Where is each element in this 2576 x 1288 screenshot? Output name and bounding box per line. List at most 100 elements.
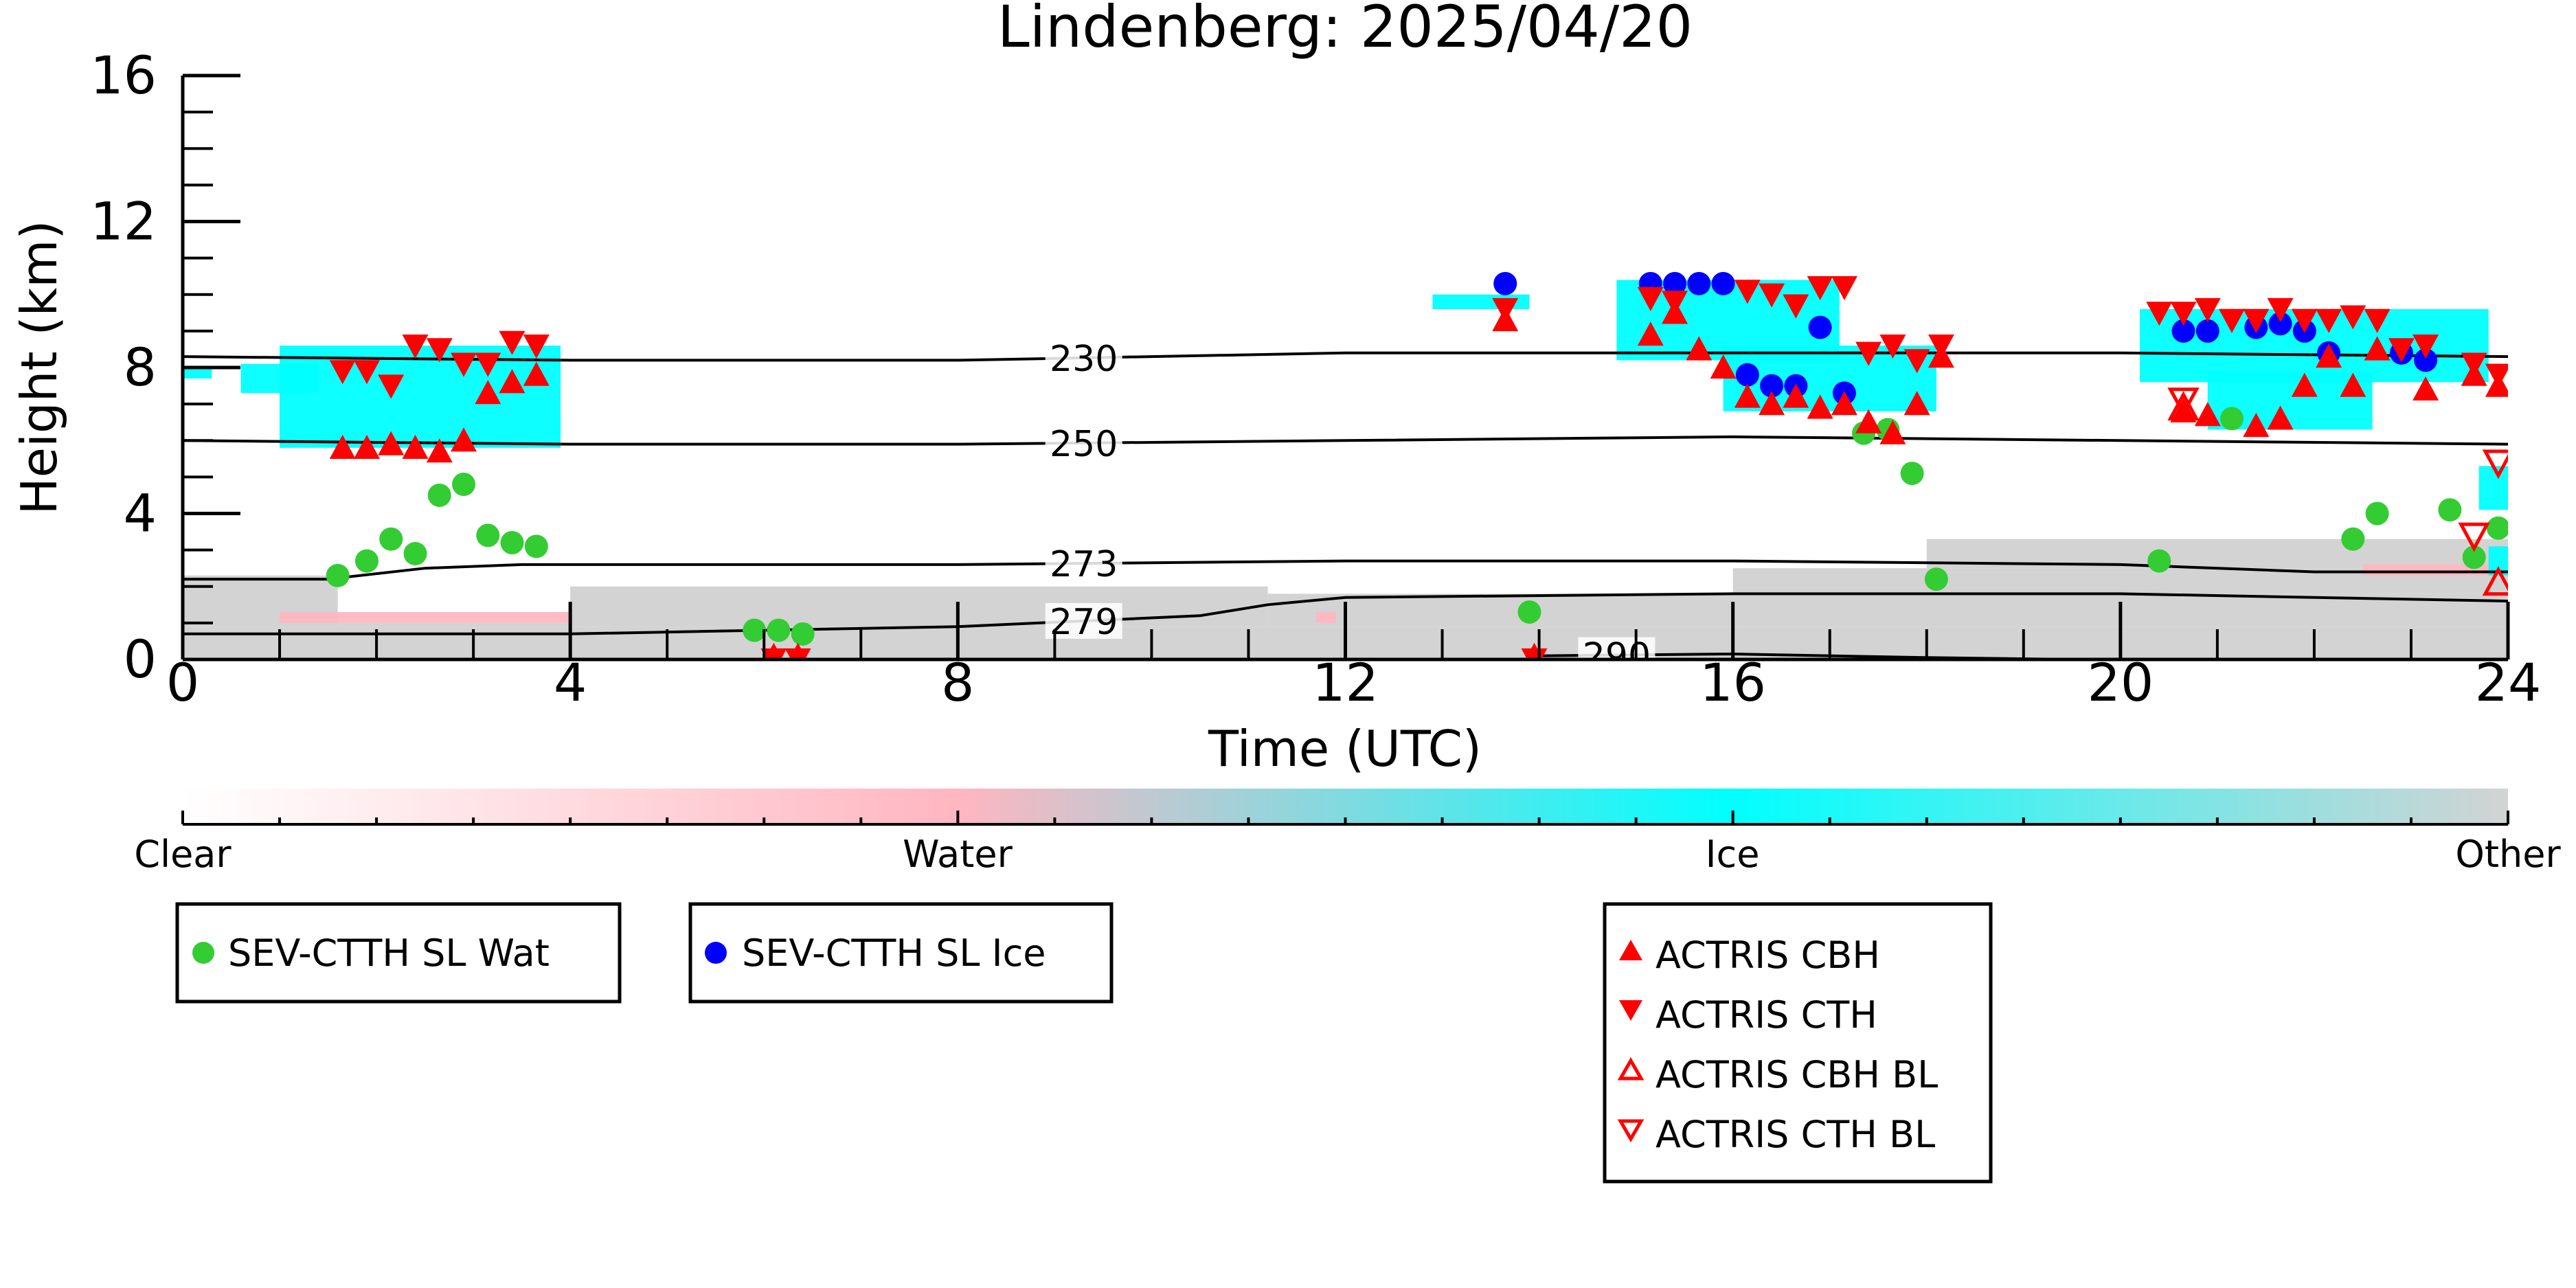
actris-cth-point xyxy=(2291,308,2318,333)
cloud-region-ice xyxy=(183,368,212,379)
actris-cth-point xyxy=(2219,308,2245,333)
actris-cbh-point xyxy=(426,438,453,463)
legend-actris-cbh-bl-marker xyxy=(1617,1057,1645,1081)
actris-cth-point xyxy=(1928,335,1954,359)
x-tick-label: 4 xyxy=(554,652,587,713)
sev-ctth-sl-ice-point xyxy=(1808,315,1832,339)
actris-cth-point xyxy=(475,352,501,377)
x-tick-label: 12 xyxy=(1312,652,1379,713)
sev-ctth-sl-wat-point xyxy=(500,531,524,554)
sev-ctth-sl-wat-point xyxy=(326,563,350,587)
x-tick-label: 0 xyxy=(166,652,199,713)
sev-ctth-sl-ice-point xyxy=(1663,271,1687,295)
actris-cth-point xyxy=(2388,338,2415,363)
sev-ctth-sl-wat-point xyxy=(2462,545,2486,569)
sev-ctth-sl-ice-point xyxy=(1760,374,1784,398)
actris-cbh-point xyxy=(2291,372,2318,397)
actris-cth-point xyxy=(1879,335,1906,359)
isotherm-label-250: 250 xyxy=(1050,424,1118,465)
sev-ctth-sl-wat-point xyxy=(2365,501,2389,526)
actris-cth-point xyxy=(1637,286,1664,312)
isotherm-line-279 xyxy=(183,592,2508,635)
actris-cbh-point xyxy=(499,369,526,394)
sev-ctth-sl-wat-point xyxy=(2438,498,2462,522)
actris-cth-point xyxy=(1759,283,1785,308)
sev-ctth-sl-wat-point xyxy=(379,527,403,551)
actris-cth-point xyxy=(1807,276,1833,301)
sev-ctth-sl-wat-point xyxy=(1517,600,1541,624)
y-tick-label: 4 xyxy=(124,483,157,544)
actris-cth-point xyxy=(378,374,405,399)
sev-ctth-sl-wat-point xyxy=(1900,462,1924,486)
actris-cth-point xyxy=(2243,308,2270,333)
sev-ctth-sl-wat-point xyxy=(2341,527,2365,551)
x-axis-label: Time (UTC) xyxy=(1208,720,1482,778)
legend-ice: SEV-CTTH SL Ice xyxy=(688,902,1114,1004)
cloud-region-ice xyxy=(2478,466,2508,510)
y-tick-label: 0 xyxy=(124,629,157,690)
actris-cth-point xyxy=(1831,276,1857,301)
legend-actris-cth-bl-marker xyxy=(1617,1119,1645,1143)
actris-cth-point xyxy=(1855,341,1882,366)
actris-cbh-point xyxy=(1783,383,1809,408)
isotherm-line-250 xyxy=(183,435,2508,446)
sev-ctth-sl-wat-point xyxy=(476,523,500,547)
axes: 0 4 8 12 16 0 4 8 12 16 20 24 xyxy=(90,45,2541,713)
sev-ctth-sl-wat-point xyxy=(791,622,815,646)
actris-cbh-point xyxy=(378,431,405,455)
cloud-region-other xyxy=(337,622,571,627)
x-tick-label: 20 xyxy=(2087,652,2154,713)
actris-cth-bl-point xyxy=(2167,387,2200,418)
legend-actris-cth-marker xyxy=(1619,1000,1642,1021)
actris-cth-point xyxy=(1783,294,1809,319)
actris-cbh-point xyxy=(2267,405,2294,430)
actris-cth-point xyxy=(2461,352,2487,377)
isotherm-label-290: 290 xyxy=(1583,636,1651,677)
isotherm-label-bg xyxy=(1045,425,1122,461)
actris-cbh-point xyxy=(2413,376,2439,400)
cloud-region-water xyxy=(2362,564,2508,576)
legend-ice-label: SEV-CTTH SL Ice xyxy=(742,931,1046,975)
actris-cth-point xyxy=(329,360,356,385)
actris-cth-point xyxy=(499,330,526,355)
actris-cth-point xyxy=(2413,335,2439,359)
actris-cth-point xyxy=(2267,297,2294,322)
plot-area: 230 250 273 279 290 xyxy=(183,271,2508,677)
isotherm-label-bg xyxy=(1045,339,1122,376)
sev-ctth-sl-wat-point xyxy=(2220,407,2244,431)
actris-cbh-bl-point xyxy=(2167,391,2200,421)
actris-cbh-point xyxy=(1710,354,1737,379)
cloud-region-water xyxy=(280,611,571,623)
legend-actris-cbh-bl-label: ACTRIS CBH BL xyxy=(1656,1053,1938,1096)
legend-wat-marker xyxy=(192,942,214,964)
actris-cbh-point xyxy=(475,380,501,405)
sev-ctth-sl-wat-point xyxy=(427,483,451,507)
actris-cbh-bl-point xyxy=(2482,566,2508,596)
colorbar-label-water: Water xyxy=(903,833,1013,876)
actris-cbh-point xyxy=(1734,383,1761,408)
cloud-region-water xyxy=(1316,611,1336,623)
legend-wat-box xyxy=(175,902,622,1004)
sev-ctth-sl-wat-point xyxy=(452,473,476,496)
actris-cth-point xyxy=(426,338,453,363)
sev-ctth-sl-wat-point xyxy=(403,541,427,565)
actris-cth-bl-point xyxy=(2458,522,2490,552)
isotherm-label-bg xyxy=(1578,637,1656,659)
legend-wat: SEV-CTTH SL Wat xyxy=(175,902,622,1004)
sev-ctth-sl-ice-point xyxy=(1735,363,1759,387)
actris-cbh-point xyxy=(1855,409,1882,433)
y-axis-label: Height (km) xyxy=(10,221,68,515)
actris-cth-point xyxy=(2340,305,2366,330)
legend-ice-box xyxy=(688,902,1114,1004)
isotherm-label-bg xyxy=(1045,545,1122,582)
sev-ctth-sl-ice-point xyxy=(1711,271,1735,295)
actris-cbh-point xyxy=(523,361,550,386)
actris-cth-point xyxy=(2146,302,2173,326)
isotherm-label-230: 230 xyxy=(1050,339,1118,380)
actris-cth-point xyxy=(523,335,550,359)
actris-cth-point xyxy=(1734,280,1761,304)
colorbar-ticks xyxy=(181,811,2509,824)
cloud-region-ice xyxy=(240,363,319,394)
x-tick-label: 8 xyxy=(941,652,974,713)
